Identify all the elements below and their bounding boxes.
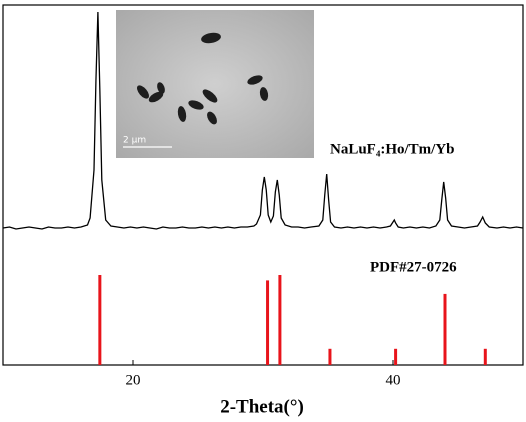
xrd-pattern xyxy=(2,11,524,230)
reference-peak xyxy=(394,348,398,365)
scale-bar-label: 2 μm xyxy=(123,136,146,146)
reference-peak xyxy=(278,275,282,365)
x-tick-label: 40 xyxy=(386,372,401,388)
particles xyxy=(137,32,269,125)
reference-peak xyxy=(483,348,487,365)
series-label: NaLuF₄:Ho/Tm/Yb xyxy=(330,141,455,157)
series-label: PDF#27-0726 xyxy=(370,259,457,275)
reference-peak xyxy=(328,348,332,365)
x-tick-label: 20 xyxy=(126,372,141,388)
reference-peak xyxy=(98,275,102,365)
reference-peak xyxy=(266,280,270,365)
tem-inset: 2 μm xyxy=(116,10,314,158)
reference-peak xyxy=(443,293,447,365)
plot-frame xyxy=(2,4,524,366)
x-axis-label: 2-Theta(°) xyxy=(220,396,304,417)
